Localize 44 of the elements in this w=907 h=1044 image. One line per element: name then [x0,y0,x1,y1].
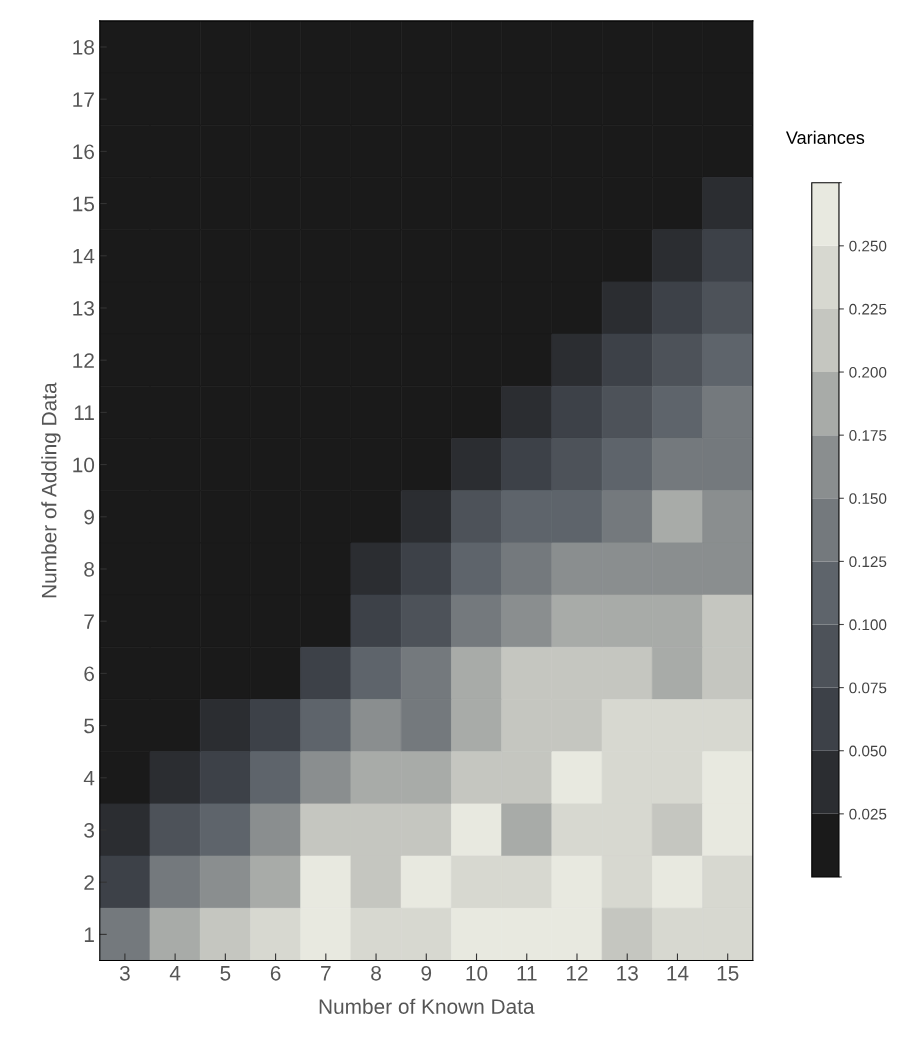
color-bar-label: 0.100 [849,619,887,631]
y-tick-label: 13 [73,300,94,316]
y-tick-label: 1 [84,927,94,942]
y-tick-label: 12 [73,353,94,368]
y-tick-label: 16 [73,144,94,160]
y-tick-label: 11 [74,405,94,420]
y-tick-label: 5 [84,718,95,734]
y-tick-label: 7 [84,614,94,629]
y-axis-title: Number of Adding Data [41,382,61,598]
y-tick-label: 17 [73,92,94,107]
color-bar-label: 0.050 [849,745,887,757]
y-tick-label: 8 [84,561,94,577]
color-bar-label: 0.150 [849,493,887,504]
color-bar-label: 0.125 [849,556,887,568]
x-tick-label: 13 [617,965,638,981]
x-axis-title: Number of Known Data [319,998,535,1014]
color-bar-title: Variances [785,130,865,144]
x-tick-label: 4 [169,966,181,981]
x-tick-label: 15 [717,966,739,981]
x-tick-label: 9 [421,965,432,981]
y-tick-label: 14 [73,249,95,264]
color-bar-label: 0.025 [849,808,887,820]
y-tick-label: 9 [84,509,94,525]
y-tick-label: 6 [84,666,94,682]
x-tick-label: 10 [466,965,488,981]
y-tick-label: 4 [83,771,95,786]
x-tick-label: 3 [119,965,130,981]
color-bar-label: 0.250 [849,240,887,252]
color-bar-label: 0.200 [849,366,887,378]
x-tick-label: 7 [321,966,331,981]
x-tick-label: 14 [667,966,689,981]
y-tick-label: 2 [84,875,94,890]
x-tick-label: 6 [270,965,281,981]
x-tick-label: 8 [371,965,381,981]
x-tick-label: 5 [220,966,231,981]
y-tick-label: 10 [73,457,95,473]
y-tick-label: 18 [73,39,95,55]
y-tick-label: 15 [73,196,95,212]
y-tick-label: 3 [84,822,94,838]
color-bar-label: 0.175 [849,430,887,441]
color-bar-label: 0.225 [849,303,887,315]
x-tick-label: 12 [566,965,588,981]
color-bar-label: 0.075 [849,682,887,694]
x-tick-label: 11 [517,966,537,981]
